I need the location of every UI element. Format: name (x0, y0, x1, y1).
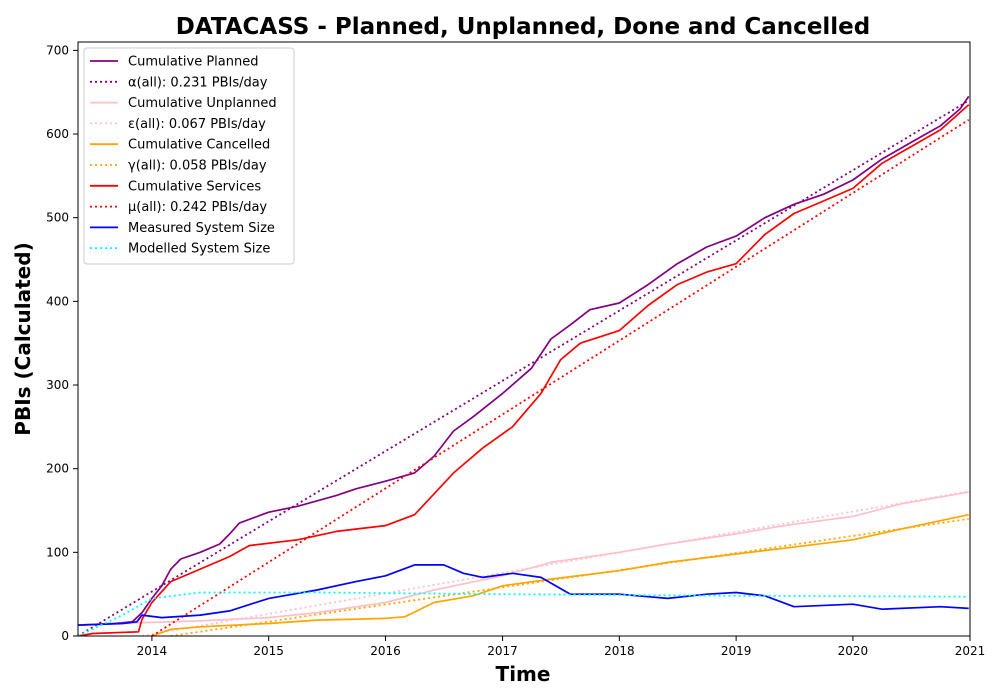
legend-box (83, 47, 295, 265)
series-line-cumulative-cancelled (151, 513, 969, 636)
y-tick-label: 0 (61, 629, 69, 643)
y-tick-label: 400 (46, 294, 69, 308)
plot-frame (77, 41, 971, 637)
series-layer (78, 95, 970, 636)
plot-area (77, 41, 971, 637)
legend-label: Cumulative Services (128, 179, 261, 194)
series-line-cumulative-services (78, 104, 970, 636)
legend-label: μ(all): 0.242 PBIs/day (128, 200, 267, 215)
series-line-measured-system-size (78, 564, 969, 626)
legend-label: α(all): 0.231 PBIs/day (128, 75, 268, 90)
x-tick-label: 2020 (838, 644, 869, 658)
series-line-all-0-231-pbis-day (78, 99, 970, 636)
x-tick-label: 2019 (721, 644, 752, 658)
x-tick-label: 2016 (370, 644, 401, 658)
legend-items: Cumulative Planned α(all): 0.231 PBIs/day… (90, 55, 277, 257)
y-tick-label: 500 (46, 211, 69, 225)
series-line-all-0-242-pbis-day (151, 119, 970, 636)
y-tick-label: 200 (46, 462, 69, 476)
legend-label: Cumulative Cancelled (128, 138, 270, 153)
series-line-cumulative-planned (78, 95, 970, 626)
x-axis: 2014 2015 2016 2017 2018 2019 2020 2021 (137, 636, 986, 658)
legend-label: Cumulative Planned (128, 55, 258, 70)
chart-title: DATACASS - Planned, Unplanned, Done and … (176, 14, 871, 40)
legend: Cumulative Planned α(all): 0.231 PBIs/day… (83, 47, 295, 265)
series-line-modelled-system-size (78, 591, 969, 636)
y-tick-label: 100 (46, 545, 69, 559)
legend-label: γ(all): 0.058 PBIs/day (128, 159, 267, 174)
y-tick-label: 600 (46, 127, 69, 141)
x-tick-label: 2018 (604, 644, 635, 658)
x-axis-title: Time (496, 662, 551, 686)
legend-label: Measured System Size (128, 221, 275, 236)
x-tick-label: 2017 (487, 644, 518, 658)
y-tick-label: 700 (46, 43, 69, 57)
x-tick-label: 2021 (955, 644, 986, 658)
legend-label: Modelled System Size (128, 242, 270, 257)
y-axis: 0 100 200 300 400 500 600 700 (46, 43, 78, 643)
x-tick-label: 2015 (253, 644, 284, 658)
y-tick-label: 300 (46, 378, 69, 392)
legend-label: Cumulative Unplanned (128, 96, 277, 111)
x-tick-label: 2014 (137, 644, 168, 658)
legend-label: ε(all): 0.067 PBIs/day (128, 117, 266, 132)
y-axis-title: PBIs (Calculated) (11, 242, 35, 435)
